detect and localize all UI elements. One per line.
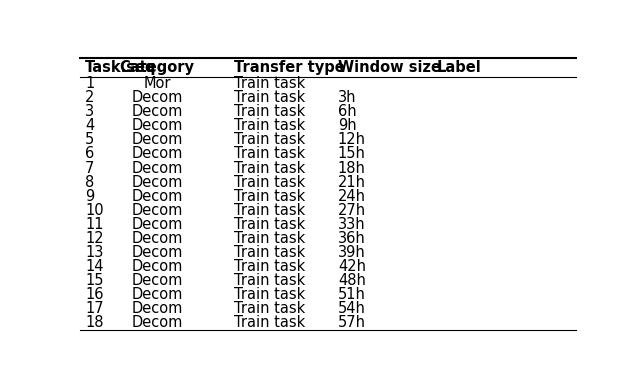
Text: Decom: Decom bbox=[131, 146, 182, 161]
Text: 6: 6 bbox=[85, 146, 94, 161]
Text: Train task: Train task bbox=[234, 301, 305, 316]
Text: Label: Label bbox=[437, 60, 482, 75]
Text: 7: 7 bbox=[85, 161, 94, 176]
Text: Train task: Train task bbox=[234, 118, 305, 133]
Text: Train task: Train task bbox=[234, 245, 305, 260]
Text: Decom: Decom bbox=[131, 301, 182, 316]
Text: 18h: 18h bbox=[338, 161, 366, 176]
Text: Train task: Train task bbox=[234, 161, 305, 176]
Text: 1: 1 bbox=[85, 76, 94, 91]
Text: 54h: 54h bbox=[338, 301, 366, 316]
Text: Decom: Decom bbox=[131, 104, 182, 119]
Text: 27h: 27h bbox=[338, 203, 366, 218]
Text: 15h: 15h bbox=[338, 146, 366, 161]
Text: 14: 14 bbox=[85, 259, 104, 274]
Text: 2: 2 bbox=[85, 90, 94, 105]
Text: 13: 13 bbox=[85, 245, 103, 260]
Text: Decom: Decom bbox=[131, 245, 182, 260]
Text: 21h: 21h bbox=[338, 175, 366, 190]
Text: Train task: Train task bbox=[234, 259, 305, 274]
Text: 3: 3 bbox=[85, 104, 94, 119]
Text: 5: 5 bbox=[85, 132, 94, 147]
Text: 18: 18 bbox=[85, 315, 104, 330]
Text: 12: 12 bbox=[85, 231, 104, 246]
Text: Train task: Train task bbox=[234, 175, 305, 190]
Text: 39h: 39h bbox=[338, 245, 365, 260]
Text: Train task: Train task bbox=[234, 132, 305, 147]
Text: Train task: Train task bbox=[234, 217, 305, 232]
Text: Train task: Train task bbox=[234, 90, 305, 105]
Text: Decom: Decom bbox=[131, 188, 182, 204]
Text: 4: 4 bbox=[85, 118, 94, 133]
Text: Train task: Train task bbox=[234, 287, 305, 302]
Text: 9h: 9h bbox=[338, 118, 356, 133]
Text: Decom: Decom bbox=[131, 231, 182, 246]
Text: Train task: Train task bbox=[234, 76, 305, 91]
Text: Train task: Train task bbox=[234, 146, 305, 161]
Text: Transfer type: Transfer type bbox=[234, 60, 344, 75]
Text: Window size: Window size bbox=[338, 60, 441, 75]
Text: 48h: 48h bbox=[338, 273, 366, 288]
Text: 17: 17 bbox=[85, 301, 104, 316]
Text: Decom: Decom bbox=[131, 161, 182, 176]
Text: Decom: Decom bbox=[131, 175, 182, 190]
Text: 6h: 6h bbox=[338, 104, 356, 119]
Text: 8: 8 bbox=[85, 175, 94, 190]
Text: Train task: Train task bbox=[234, 231, 305, 246]
Text: Decom: Decom bbox=[131, 315, 182, 330]
Text: Category: Category bbox=[120, 60, 195, 75]
Text: Train task: Train task bbox=[234, 188, 305, 204]
Text: 33h: 33h bbox=[338, 217, 365, 232]
Text: Decom: Decom bbox=[131, 273, 182, 288]
Text: Decom: Decom bbox=[131, 132, 182, 147]
Text: 12h: 12h bbox=[338, 132, 366, 147]
Text: 24h: 24h bbox=[338, 188, 366, 204]
Text: Decom: Decom bbox=[131, 259, 182, 274]
Text: Train task: Train task bbox=[234, 104, 305, 119]
Text: 51h: 51h bbox=[338, 287, 366, 302]
Text: Decom: Decom bbox=[131, 217, 182, 232]
Text: Train task: Train task bbox=[234, 315, 305, 330]
Text: Decom: Decom bbox=[131, 203, 182, 218]
Text: Decom: Decom bbox=[131, 287, 182, 302]
Text: Train task: Train task bbox=[234, 203, 305, 218]
Text: 10: 10 bbox=[85, 203, 104, 218]
Text: 57h: 57h bbox=[338, 315, 366, 330]
Text: 9: 9 bbox=[85, 188, 94, 204]
Text: 3h: 3h bbox=[338, 90, 356, 105]
Text: 36h: 36h bbox=[338, 231, 365, 246]
Text: Mor: Mor bbox=[143, 76, 171, 91]
Text: Decom: Decom bbox=[131, 118, 182, 133]
Text: 15: 15 bbox=[85, 273, 104, 288]
Text: 11: 11 bbox=[85, 217, 104, 232]
Text: Decom: Decom bbox=[131, 90, 182, 105]
Text: Task.seq: Task.seq bbox=[85, 60, 156, 75]
Text: 42h: 42h bbox=[338, 259, 366, 274]
Text: 16: 16 bbox=[85, 287, 104, 302]
Text: Train task: Train task bbox=[234, 273, 305, 288]
